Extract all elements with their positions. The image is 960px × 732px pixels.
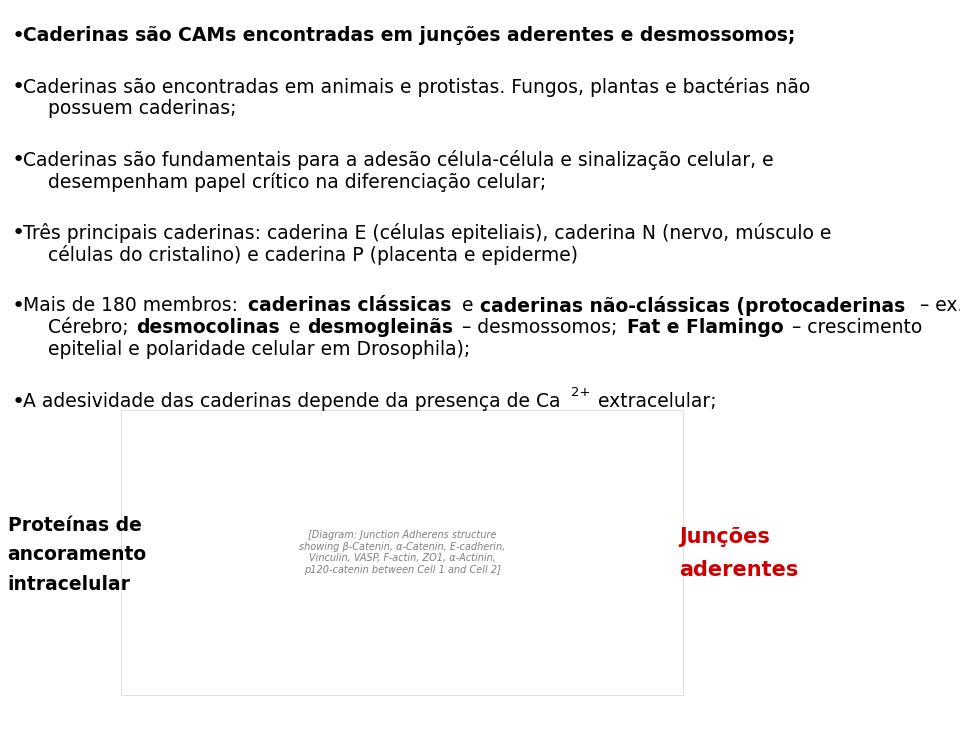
- Text: Junções: Junções: [680, 527, 770, 547]
- Text: Caderinas são fundamentais para a adesão célula-célula e sinalização celular, e: Caderinas são fundamentais para a adesão…: [23, 150, 774, 170]
- Text: aderentes: aderentes: [680, 560, 799, 580]
- Text: extracelular;: extracelular;: [592, 392, 717, 411]
- Text: e: e: [456, 296, 479, 315]
- Text: possuem caderinas;: possuem caderinas;: [48, 99, 236, 118]
- Text: intracelular: intracelular: [8, 575, 131, 594]
- Text: e: e: [283, 318, 306, 337]
- Text: [Diagram: Junction Adherens structure
showing β-Catenin, α-Catenin, E-cadherin,
: [Diagram: Junction Adherens structure sh…: [300, 530, 506, 575]
- FancyBboxPatch shape: [122, 410, 684, 695]
- Text: Proteínas de: Proteínas de: [8, 516, 141, 535]
- Text: ancoramento: ancoramento: [8, 545, 147, 564]
- Text: •: •: [12, 150, 25, 170]
- Text: células do cristalino) e caderina P (placenta e epiderme): células do cristalino) e caderina P (pla…: [48, 245, 578, 265]
- Text: •: •: [12, 296, 25, 316]
- Text: •: •: [12, 26, 25, 45]
- Text: A adesividade das caderinas depende da presença de Ca: A adesividade das caderinas depende da p…: [23, 392, 561, 411]
- Text: desempenham papel crítico na diferenciação celular;: desempenham papel crítico na diferenciaç…: [48, 172, 546, 192]
- Text: Caderinas são encontradas em animais e protistas. Fungos, plantas e bactérias nã: Caderinas são encontradas em animais e p…: [23, 77, 810, 97]
- Text: •: •: [12, 223, 25, 243]
- Text: Três principais caderinas: caderina E (células epiteliais), caderina N (nervo, m: Três principais caderinas: caderina E (c…: [23, 223, 831, 243]
- Text: •: •: [12, 77, 25, 97]
- Text: – ex.: – ex.: [914, 296, 960, 315]
- Text: •: •: [12, 392, 25, 411]
- Text: Fat e Flamingo: Fat e Flamingo: [627, 318, 783, 337]
- Text: epitelial e polaridade celular em Drosophila);: epitelial e polaridade celular em Drosop…: [48, 340, 470, 359]
- Text: Cérebro;: Cérebro;: [48, 318, 134, 337]
- Text: Caderinas são CAMs encontradas em junções aderentes e desmossomos;: Caderinas são CAMs encontradas em junçõe…: [23, 26, 795, 45]
- Text: – crescimento: – crescimento: [786, 318, 923, 337]
- Text: 2+: 2+: [571, 386, 590, 399]
- Text: desmocolinas: desmocolinas: [136, 318, 280, 337]
- Text: caderinas clássicas: caderinas clássicas: [249, 296, 451, 315]
- Text: desmogleinãs: desmogleinãs: [307, 318, 453, 337]
- Text: Mais de 180 membros:: Mais de 180 membros:: [23, 296, 244, 315]
- Text: – desmossomos;: – desmossomos;: [456, 318, 623, 337]
- Text: caderinas não-clássicas (protocaderinas: caderinas não-clássicas (protocaderinas: [480, 296, 905, 316]
